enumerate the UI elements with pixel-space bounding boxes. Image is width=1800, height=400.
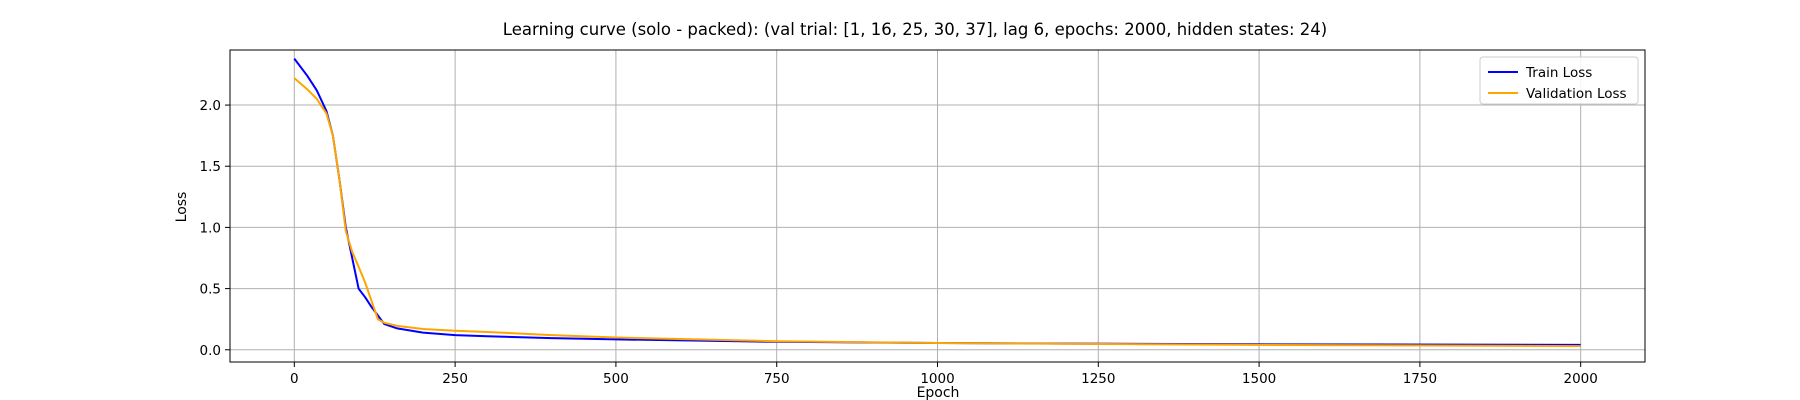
x-tick-label: 500: [603, 371, 629, 387]
legend-label: Validation Loss: [1526, 86, 1627, 102]
series-line-1: [293, 77, 1581, 348]
x-tick-label: 750: [764, 371, 790, 387]
y-tick-label: 0.0: [200, 343, 221, 359]
legend-label: Train Loss: [1525, 65, 1592, 81]
y-axis-label: Loss: [174, 192, 190, 223]
x-tick-label: 2000: [1564, 371, 1598, 387]
x-tick-label: 1250: [1081, 371, 1115, 387]
grid: [230, 50, 1645, 362]
x-axis: 0 250 500 750 1000 1250 1500 1750 2000: [290, 362, 1598, 387]
x-tick-label: 250: [442, 371, 468, 387]
legend-box: [1479, 56, 1639, 105]
x-tick-label: 1750: [1403, 371, 1437, 387]
x-tick-label: 1500: [1242, 371, 1276, 387]
y-tick-label: 1.5: [200, 159, 221, 175]
legend: Train Loss Validation Loss: [1479, 56, 1639, 105]
x-axis-label: Epoch: [917, 385, 960, 400]
x-tick-label: 1000: [920, 371, 954, 387]
y-tick-label: 1.0: [200, 220, 221, 236]
chart-title: Learning curve (solo - packed): (val tri…: [503, 20, 1327, 39]
x-tick-label: 0: [290, 371, 299, 387]
series-layer: [293, 57, 1581, 348]
y-tick-label: 0.5: [200, 282, 221, 298]
y-axis: 0.0 0.5 1.0 1.5 2.0: [200, 98, 230, 359]
y-tick-label: 2.0: [200, 98, 221, 114]
